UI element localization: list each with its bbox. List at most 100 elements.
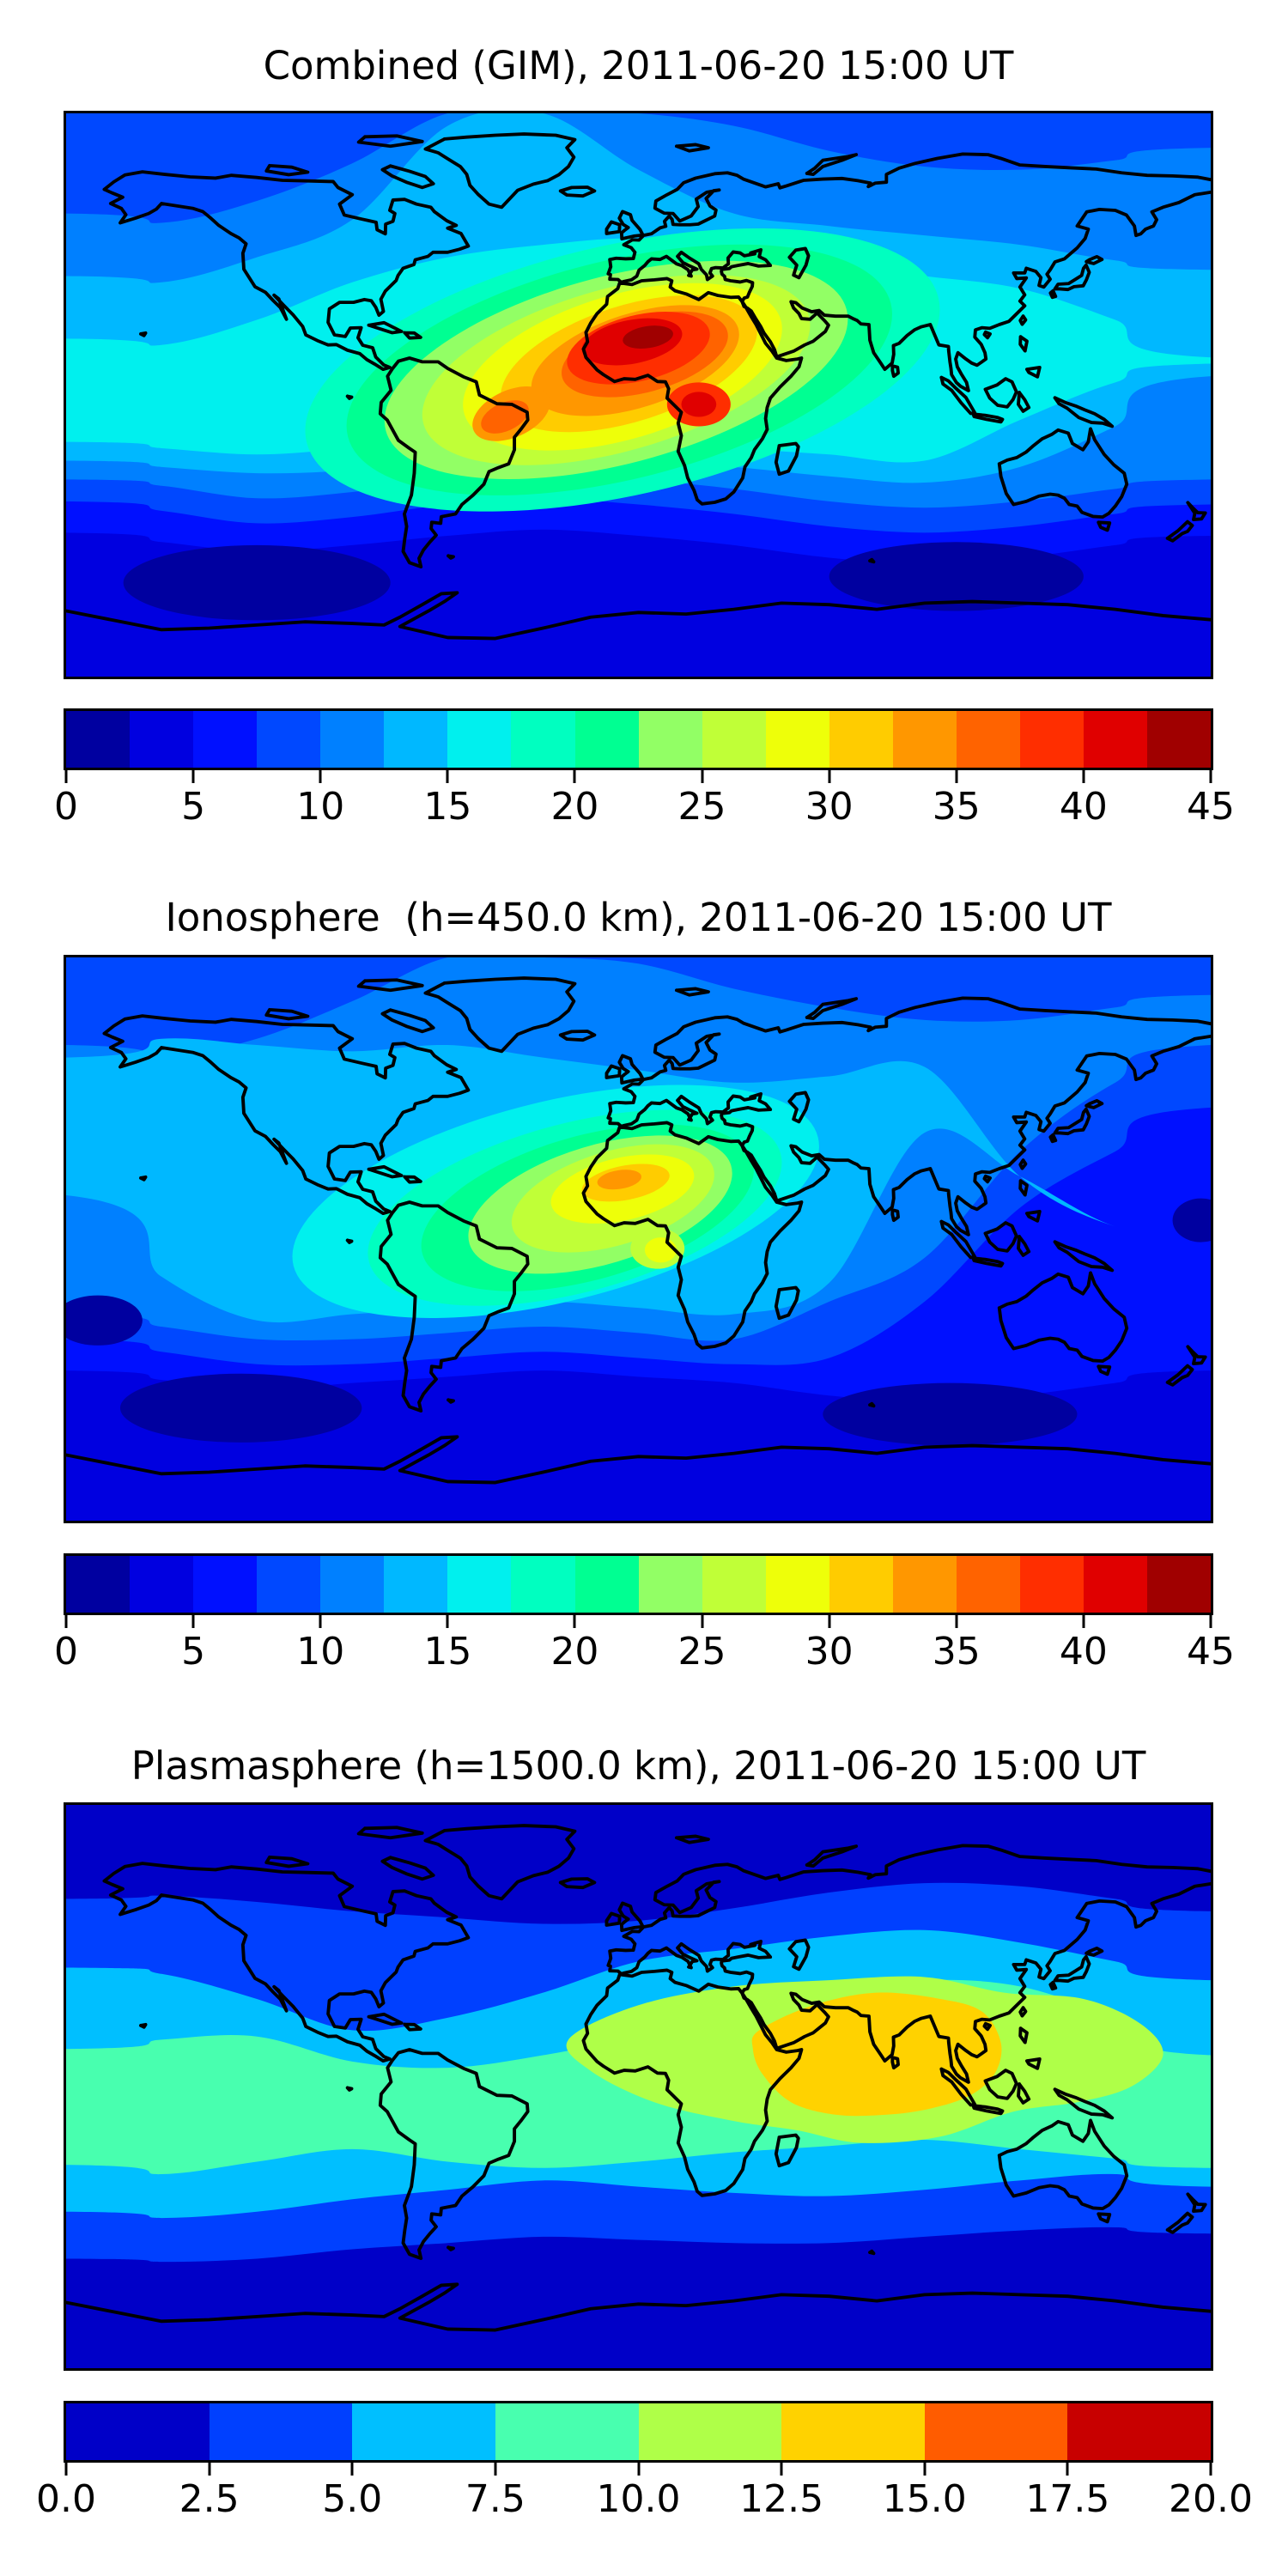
colorbar-segment <box>638 2403 782 2460</box>
coastline-path <box>617 210 645 241</box>
colorbar-segment <box>320 1556 385 1613</box>
coastline-path <box>805 153 859 176</box>
coastline-path <box>423 132 577 210</box>
coastline-path <box>403 2022 422 2032</box>
colorbar-tick <box>208 2463 211 2476</box>
colorbar-tick <box>1082 770 1085 783</box>
coastline-path <box>345 394 354 400</box>
coastline-path <box>1018 335 1029 353</box>
coastline-path <box>1017 1235 1031 1257</box>
coastline-path <box>1097 520 1112 532</box>
colorbar-tick <box>780 2463 783 2476</box>
coastline-path <box>102 1014 471 1216</box>
contour-blob <box>681 392 717 417</box>
colorbar-tick <box>1209 2463 1212 2476</box>
coastline-path <box>102 170 471 372</box>
coastline-path <box>983 2069 1018 2100</box>
coastline-path <box>380 164 435 190</box>
colorbar-tick-label: 30 <box>805 1630 854 1674</box>
coastline-path <box>447 554 455 560</box>
coastline-path <box>890 1208 900 1223</box>
colorbar-segment <box>130 1556 194 1613</box>
colorbar-segment <box>638 711 702 768</box>
coastline-path <box>805 1844 859 1868</box>
coastline-path <box>983 377 1018 409</box>
contour-blob <box>829 542 1084 611</box>
coastline-path <box>1165 519 1194 543</box>
colorbar-ticks-ionosphere <box>64 1615 1212 1629</box>
coastline-path <box>102 1862 471 2063</box>
map-title-plasmasphere: Plasmasphere (h=1500.0 km), 2011-06-20 1… <box>131 1743 1146 1789</box>
colorbar-segment <box>956 711 1020 768</box>
coastline-path <box>558 1877 597 1890</box>
coastline-path <box>264 1855 310 1868</box>
colorbar-tick <box>955 1615 958 1628</box>
colorbar-segment <box>384 1556 448 1613</box>
colorbar-segment <box>257 1556 321 1613</box>
world-contour-map-plasmasphere <box>66 1805 1211 2368</box>
coastline-path <box>378 1200 530 1413</box>
coastline-path <box>380 1008 435 1034</box>
coastline-path <box>558 1030 597 1042</box>
contour-blob <box>123 544 391 621</box>
coastline-path <box>674 1834 710 1844</box>
map-frame-ionosphere <box>64 955 1213 1523</box>
coastline-path <box>617 1901 645 1933</box>
coastline-path <box>674 987 710 997</box>
colorbar-tick-label: 10.0 <box>596 2477 681 2521</box>
colorbar-tick-label: 25 <box>677 1630 726 1674</box>
colorbar-segment <box>781 2403 925 2460</box>
coastline-path <box>447 1398 455 1404</box>
coastline-path <box>139 331 148 337</box>
coastline-path <box>606 1844 1211 2084</box>
coastlines <box>66 976 1211 1485</box>
map-title-ionosphere: Ionosphere (h=450.0 km), 2011-06-20 15:0… <box>165 895 1112 940</box>
colorbar-tick <box>319 770 322 783</box>
colorbar-tick-label: 0.0 <box>36 2477 96 2521</box>
colorbar-segment <box>1084 1556 1148 1613</box>
coastline-path <box>1018 314 1028 326</box>
coastline-path <box>971 1256 1005 1268</box>
colorbar-tick <box>64 2463 68 2476</box>
coastline-path <box>982 2021 992 2032</box>
colorbar-tick-label: 12.5 <box>739 2477 824 2521</box>
colorbar-tick <box>701 1615 704 1628</box>
coastline-path <box>787 1938 811 1971</box>
colorbar-segment <box>638 1556 702 1613</box>
colorbar-segment <box>495 2403 639 2460</box>
colorbar-segment <box>1147 1556 1212 1613</box>
colorbar-segment <box>956 1556 1020 1613</box>
colorbar-tick <box>573 1615 576 1628</box>
coastline-path <box>971 2104 1005 2116</box>
world-contour-map-ionosphere <box>66 957 1211 1521</box>
map-frame-combined <box>64 111 1213 679</box>
colorbar-segment <box>257 711 321 768</box>
colorbar-tick <box>191 770 195 783</box>
coastline-path <box>403 1175 422 1184</box>
coastline-path <box>345 2086 354 2092</box>
contour-blob <box>597 1170 641 1190</box>
colorbar-segment <box>1019 1556 1084 1613</box>
colorbar-labels-plasmasphere: 0.0 2.5 5.0 7.5 10.0 12.5 15.0 17.5 20.0 <box>36 2477 1253 2527</box>
colorbar-tick-label: 15.0 <box>882 2477 967 2521</box>
colorbar-tick <box>701 770 704 783</box>
colorbar-tick-label: 0 <box>54 785 78 829</box>
coastline-path <box>605 220 622 235</box>
colorbar-tick <box>191 1615 195 1628</box>
colorbar-segment <box>66 1556 131 1613</box>
colorbar-tick-label: 45 <box>1187 1630 1235 1674</box>
coastline-path <box>403 331 422 340</box>
coastline-path <box>264 1007 310 1021</box>
coastline-path <box>66 2282 1211 2332</box>
colorbar-tick-label: 5.0 <box>322 2477 383 2521</box>
coastlines <box>66 132 1211 641</box>
contour-blob <box>823 1382 1078 1446</box>
colorbar-tick-label: 20 <box>550 1630 599 1674</box>
colorbar-combined <box>64 708 1213 770</box>
coastline-path <box>787 246 811 280</box>
colorbar-segment <box>511 1556 575 1613</box>
colorbar-tick <box>446 770 449 783</box>
coastline-path <box>1053 1107 1091 1136</box>
colorbar-tick-label: 5 <box>181 1630 206 1674</box>
coastline-path <box>1053 1954 1091 1984</box>
